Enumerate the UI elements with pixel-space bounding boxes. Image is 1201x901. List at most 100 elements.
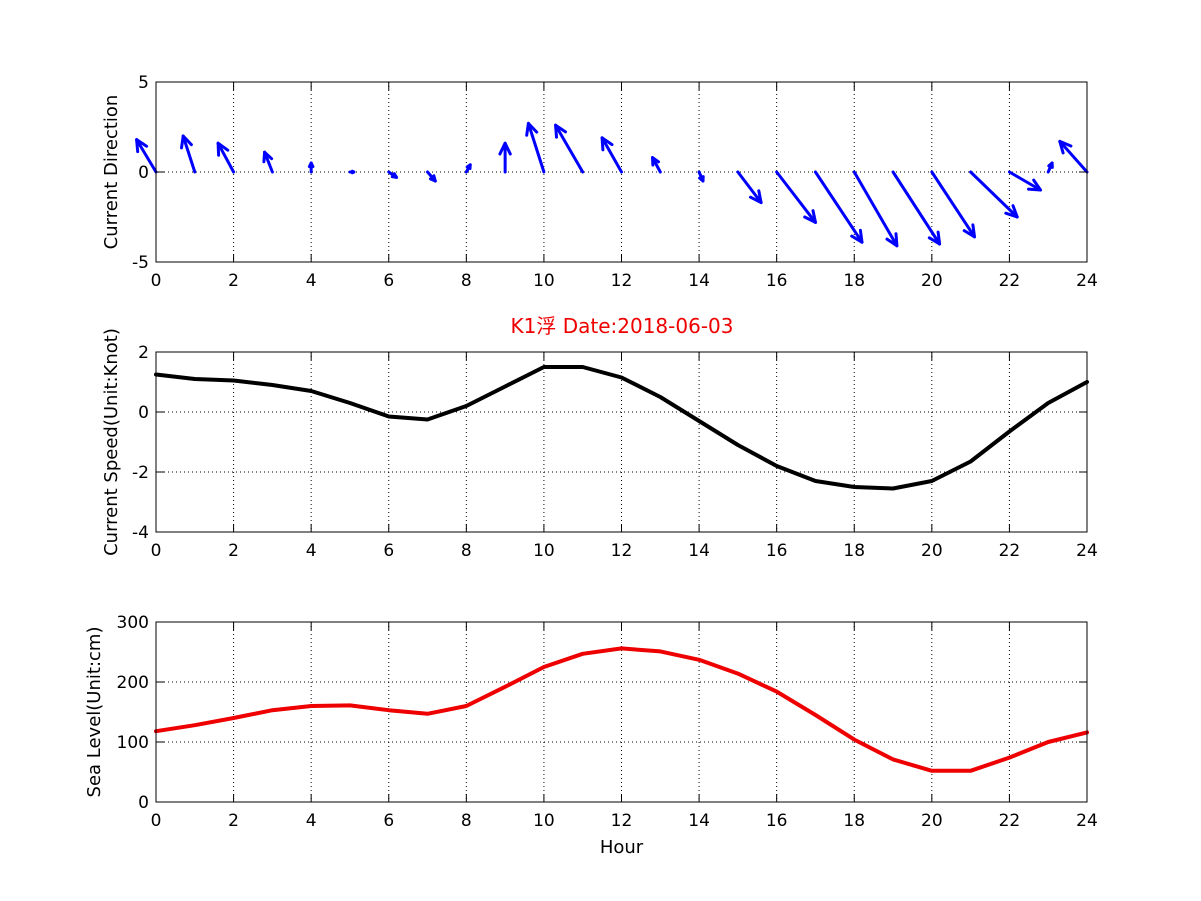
y-tick-label: 2 <box>138 343 149 363</box>
y-tick-label: 100 <box>117 733 149 753</box>
vector-arrow <box>426 170 437 183</box>
x-axis-title: Hour <box>600 837 644 858</box>
x-tick-label: 2 <box>228 811 239 831</box>
y-tick-label: -4 <box>132 523 149 543</box>
x-tick-label: 6 <box>383 541 394 561</box>
x-tick-label: 14 <box>688 541 710 561</box>
x-tick-label: 24 <box>1076 271 1098 291</box>
x-tick-label: 4 <box>306 271 317 291</box>
arrow-head <box>651 156 660 167</box>
vector-arrow <box>930 170 977 239</box>
x-tick-label: 12 <box>611 811 633 831</box>
arrow-head <box>216 141 230 157</box>
x-tick-label: 4 <box>306 541 317 561</box>
vector-arrow <box>697 170 705 183</box>
arrow-shaft <box>852 170 899 248</box>
x-tick-label: 10 <box>533 541 555 561</box>
x-tick-label: 16 <box>766 541 788 561</box>
arrow-head <box>927 230 942 246</box>
arrow-head <box>428 174 437 183</box>
arrow-shaft <box>775 170 817 224</box>
x-tick-label: 6 <box>383 271 394 291</box>
x-tick-label: 0 <box>151 811 162 831</box>
x-tick-label: 12 <box>611 541 633 561</box>
arrow-head <box>498 141 512 156</box>
x-tick-label: 20 <box>921 811 943 831</box>
arrow-head <box>350 169 356 175</box>
arrow-shaft <box>135 138 158 174</box>
x-tick-label: 8 <box>461 271 472 291</box>
x-tick-label: 10 <box>533 271 555 291</box>
vector-arrow <box>1046 161 1054 174</box>
x-tick-label: 18 <box>843 811 865 831</box>
x-tick-label: 2 <box>228 541 239 561</box>
arrow-head <box>749 189 763 205</box>
vector-arrow <box>600 136 623 174</box>
arrow-shaft <box>1058 139 1089 174</box>
x-tick-label: 2 <box>228 271 239 291</box>
y-axis-title: Current Direction <box>101 95 122 250</box>
arrow-shaft <box>736 170 763 205</box>
vector-arrow <box>387 170 399 179</box>
vector-arrow <box>135 138 158 174</box>
x-tick-label: 0 <box>151 541 162 561</box>
y-tick-label: 5 <box>138 73 149 93</box>
vector-arrow <box>464 163 472 174</box>
vector-arrow <box>498 141 512 174</box>
x-tick-label: 22 <box>999 271 1021 291</box>
arrow-head <box>262 150 274 164</box>
arrow-shaft <box>813 170 864 244</box>
vector-arrow <box>775 170 817 224</box>
y-tick-label: 200 <box>117 673 149 693</box>
vector-arrow <box>216 141 236 174</box>
x-tick-label: 20 <box>921 541 943 561</box>
y-tick-label: -2 <box>132 463 149 483</box>
arrow-head <box>465 163 472 170</box>
x-tick-label: 24 <box>1076 541 1098 561</box>
x-tick-label: 16 <box>766 811 788 831</box>
x-tick-label: 16 <box>766 271 788 291</box>
arrow-head <box>180 134 193 150</box>
arrow-shaft <box>263 150 274 174</box>
arrow-head <box>390 172 398 179</box>
arrow-head <box>1027 178 1042 192</box>
arrow-shaft <box>891 170 942 246</box>
x-tick-label: 20 <box>921 271 943 291</box>
x-tick-label: 4 <box>306 811 317 831</box>
arrow-shaft <box>181 134 197 174</box>
vector-arrow <box>307 161 315 174</box>
vector-arrow <box>1007 170 1042 192</box>
vector-arrow <box>852 170 899 248</box>
arrow-shaft <box>216 141 236 174</box>
vector-arrow <box>1058 139 1089 174</box>
arrow-head <box>803 209 817 224</box>
series-line <box>154 646 1089 773</box>
y-tick-label: -5 <box>132 253 149 273</box>
figure-title: K1浮 Date:2018-06-03 <box>511 314 734 338</box>
arrow-shaft <box>930 170 977 239</box>
vector-arrow <box>348 169 356 175</box>
arrow-head <box>554 123 567 139</box>
vector-arrow <box>813 170 864 244</box>
x-tick-label: 14 <box>688 271 710 291</box>
arrow-shaft <box>969 170 1019 219</box>
x-tick-label: 12 <box>611 271 633 291</box>
arrow-head <box>307 161 315 169</box>
arrow-head <box>600 136 614 152</box>
x-tick-label: 8 <box>461 811 472 831</box>
x-tick-label: 0 <box>151 271 162 291</box>
vector-arrow <box>180 134 197 174</box>
x-tick-label: 8 <box>461 541 472 561</box>
arrow-head <box>962 223 976 239</box>
arrow-shaft <box>1007 170 1042 192</box>
arrow-head <box>850 228 864 244</box>
series-line <box>154 365 1089 491</box>
vector-arrow <box>736 170 763 205</box>
arrow-shaft <box>554 123 585 174</box>
x-tick-label: 24 <box>1076 811 1098 831</box>
